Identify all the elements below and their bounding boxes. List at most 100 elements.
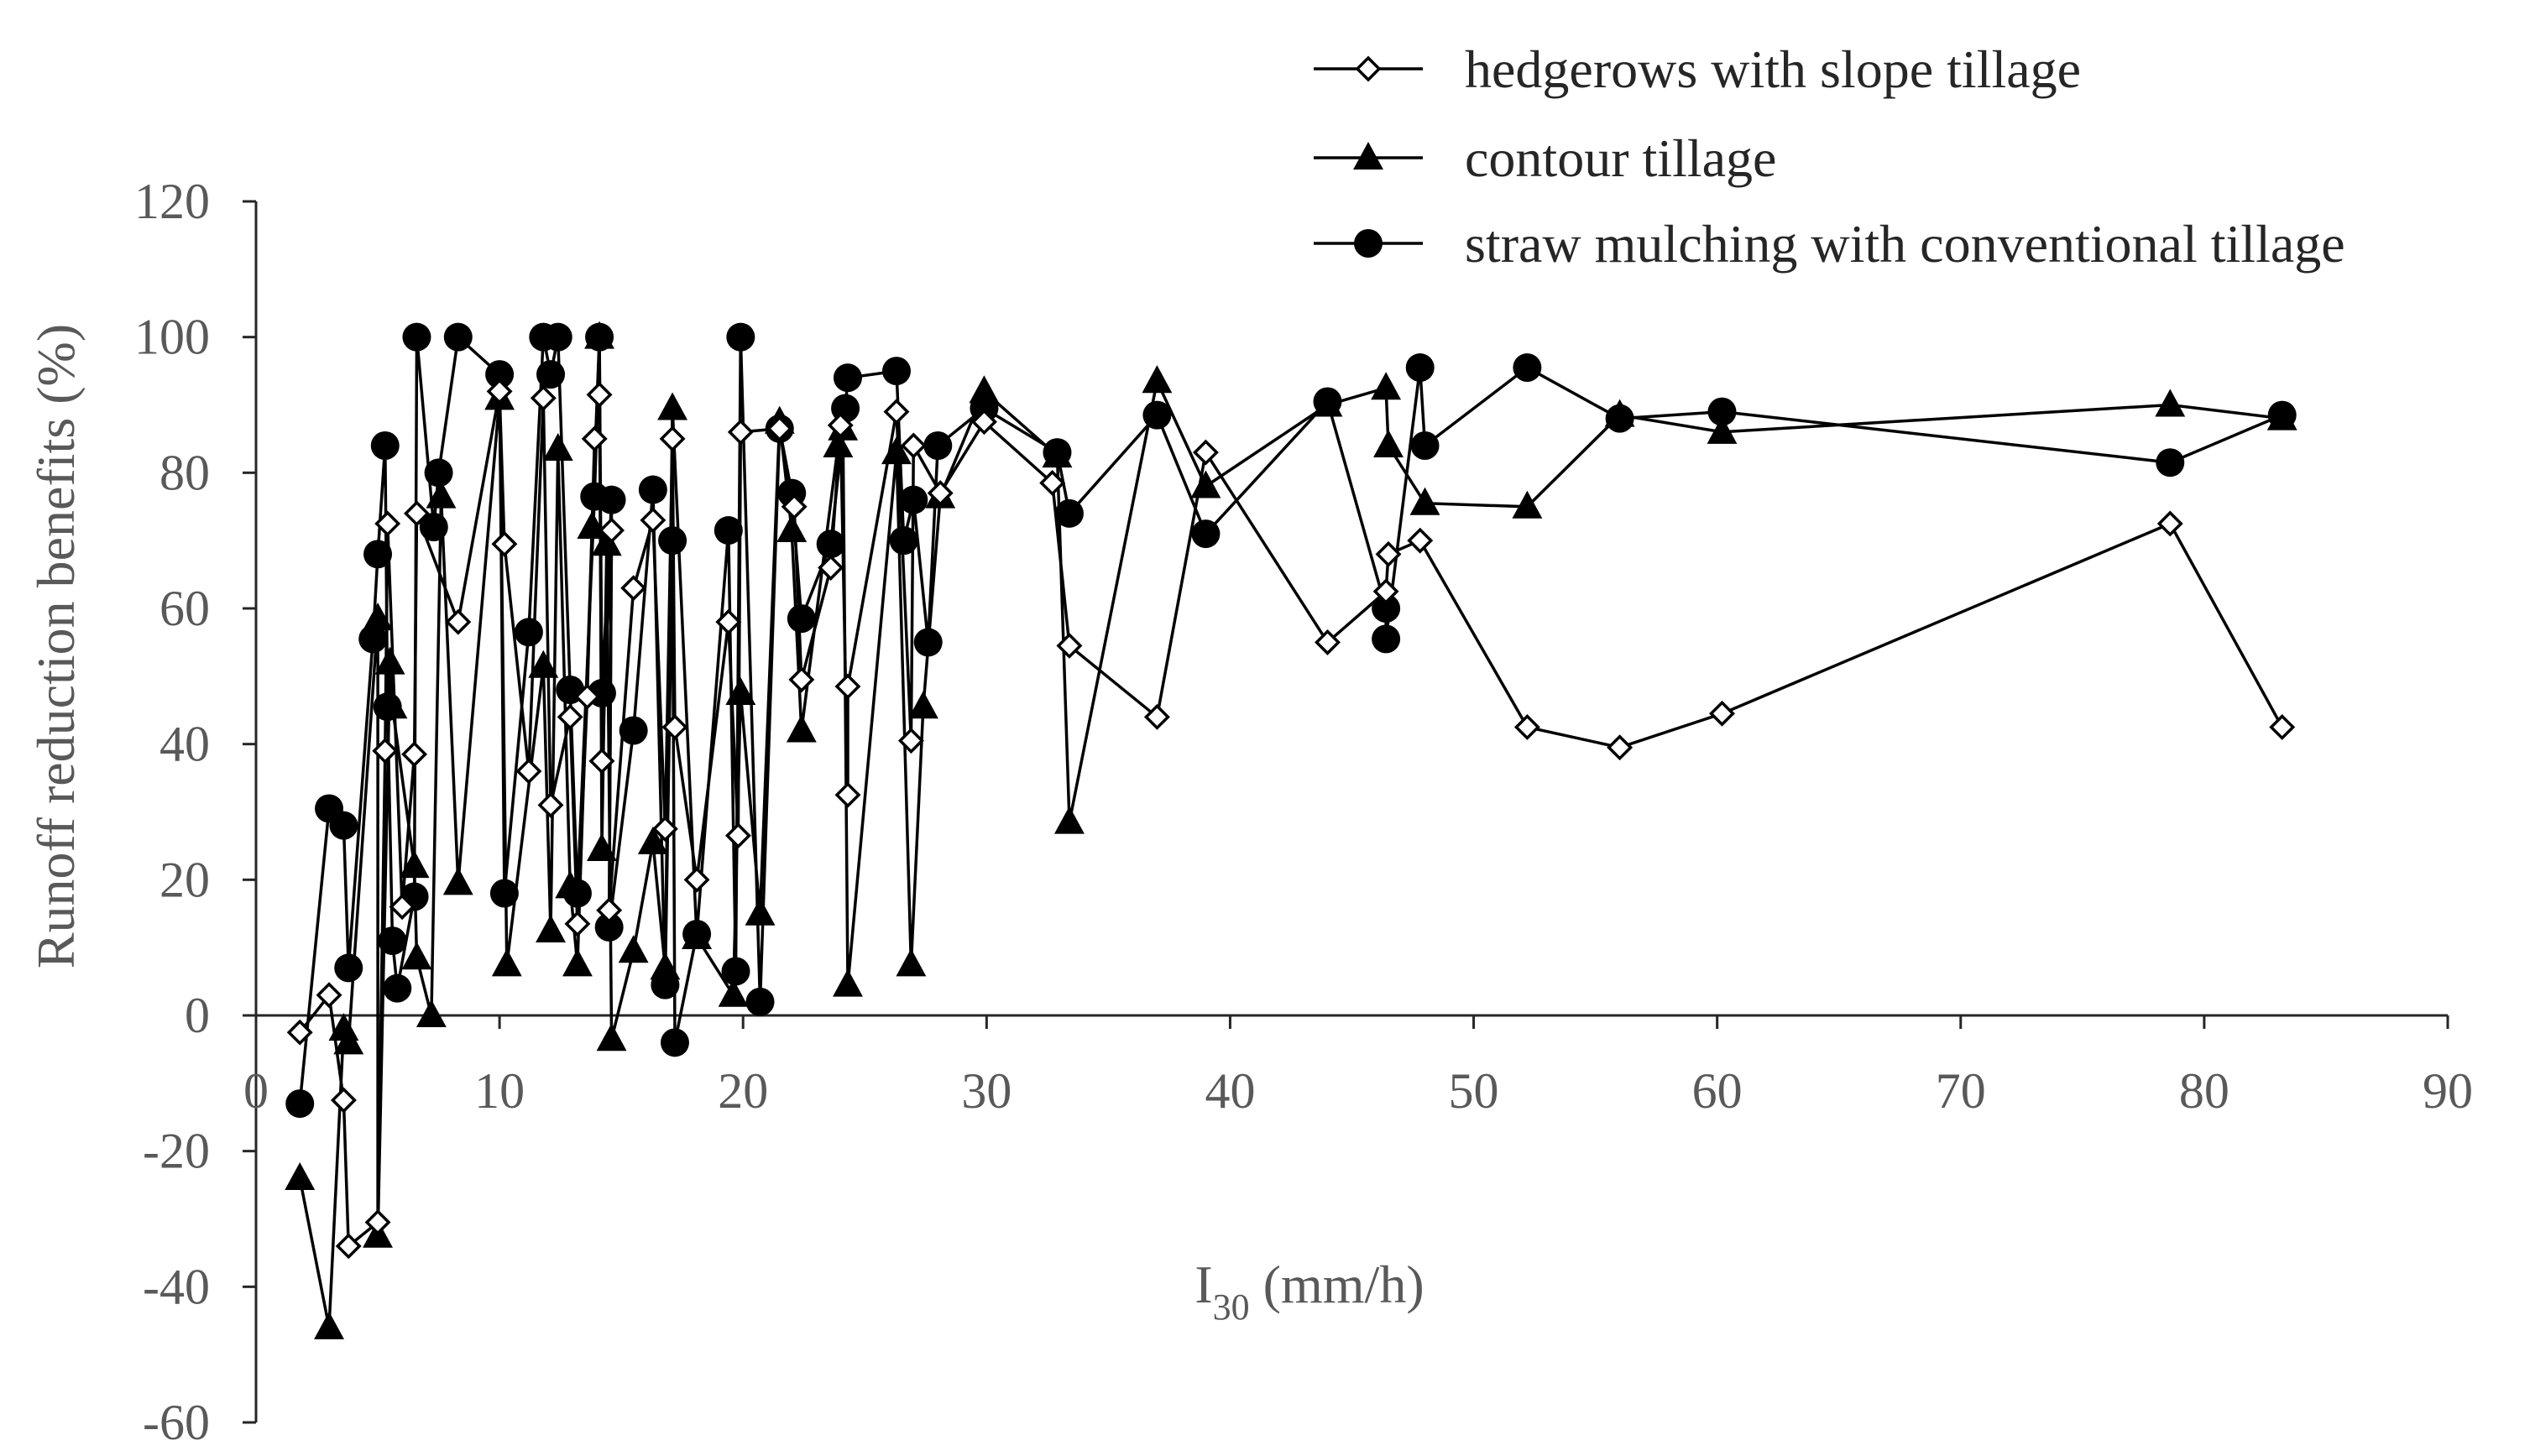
data-point bbox=[419, 513, 448, 541]
data-point bbox=[285, 1089, 315, 1119]
data-point bbox=[1707, 397, 1737, 426]
data-point bbox=[416, 999, 447, 1027]
data-point bbox=[2156, 448, 2185, 478]
series-line bbox=[298, 334, 2283, 1104]
data-point bbox=[1142, 365, 1173, 394]
x-tick-label: 10 bbox=[474, 1063, 525, 1119]
data-point bbox=[1513, 353, 1542, 383]
legend-entry-0: hedgerows with slope tillage bbox=[1314, 39, 2081, 99]
y-tick-label: -20 bbox=[143, 1124, 210, 1179]
data-point bbox=[424, 458, 453, 488]
y-tick-label: 40 bbox=[159, 717, 210, 772]
data-point bbox=[1605, 404, 1634, 433]
data-point bbox=[542, 432, 573, 462]
data-point bbox=[881, 357, 911, 386]
data-point bbox=[1039, 469, 1066, 496]
data-point bbox=[651, 970, 680, 999]
data-point bbox=[442, 867, 473, 895]
axes: -60 -40 -20 0 20 40 60 80 100 120 0 10 20 30 40 50 60 70 8… bbox=[134, 174, 2473, 1450]
data-point bbox=[745, 897, 776, 926]
data-point bbox=[314, 1311, 344, 1339]
data-point bbox=[401, 741, 428, 768]
data-point bbox=[1056, 632, 1083, 659]
y-tick-label: 20 bbox=[159, 852, 210, 907]
data-point bbox=[1373, 429, 1404, 457]
data-point bbox=[724, 822, 751, 849]
data-point bbox=[1313, 387, 1342, 416]
legend-label: hedgerows with slope tillage bbox=[1465, 39, 2081, 99]
data-point bbox=[389, 894, 416, 921]
data-point bbox=[725, 676, 756, 706]
data-point bbox=[1142, 400, 1172, 430]
data-point bbox=[1607, 734, 1634, 761]
x-axis-title-unit: (mm/h) bbox=[1250, 1255, 1424, 1314]
y-tick-label: 0 bbox=[185, 988, 210, 1043]
data-point bbox=[378, 926, 407, 956]
data-point bbox=[1191, 519, 1221, 549]
data-point bbox=[370, 431, 400, 460]
data-point bbox=[834, 673, 861, 700]
legend-entry-2: straw mulching with conventional tillage bbox=[1314, 214, 2345, 274]
data-point bbox=[491, 530, 518, 557]
data-point bbox=[562, 948, 593, 977]
data-point bbox=[787, 604, 816, 634]
data-point bbox=[445, 608, 472, 635]
data-point bbox=[1512, 490, 1543, 519]
data-point bbox=[638, 475, 667, 504]
data-point bbox=[485, 360, 515, 389]
legend-marker bbox=[1354, 229, 1383, 258]
data-point bbox=[651, 816, 678, 843]
data-point bbox=[528, 650, 559, 678]
series-2 bbox=[285, 322, 2297, 1119]
x-tick-label: 90 bbox=[2423, 1063, 2473, 1119]
data-point bbox=[721, 957, 750, 986]
data-point bbox=[1372, 594, 1401, 623]
legend-label: contour tillage bbox=[1465, 128, 1776, 188]
data-point bbox=[335, 1233, 362, 1260]
data-point bbox=[1708, 700, 1735, 727]
data-point bbox=[1054, 498, 1084, 528]
x-tick-label: 70 bbox=[1936, 1063, 1986, 1119]
data-point bbox=[745, 987, 775, 1016]
x-tick-label: 60 bbox=[1692, 1063, 1743, 1119]
data-point bbox=[1192, 439, 1219, 466]
data-point bbox=[619, 716, 648, 745]
data-point bbox=[620, 575, 647, 602]
data-point bbox=[897, 728, 924, 754]
data-point bbox=[900, 432, 927, 459]
data-point bbox=[776, 514, 808, 543]
y-tick-label: 60 bbox=[159, 581, 210, 636]
data-point bbox=[401, 942, 432, 970]
data-point bbox=[1143, 703, 1170, 730]
data-point bbox=[403, 500, 430, 527]
data-point bbox=[2156, 510, 2183, 537]
data-point bbox=[581, 425, 608, 452]
data-point bbox=[585, 322, 614, 352]
data-point bbox=[536, 914, 566, 942]
x-axis-title: I30 (mm/h) bbox=[1194, 1255, 1424, 1328]
data-point bbox=[334, 953, 363, 983]
legend: hedgerows with slope tillage contour till… bbox=[1314, 39, 2345, 274]
data-point bbox=[330, 1087, 357, 1114]
y-tick-label: -60 bbox=[143, 1395, 210, 1450]
data-point bbox=[1375, 540, 1402, 567]
data-point bbox=[889, 526, 918, 556]
data-point bbox=[714, 516, 743, 545]
data-point bbox=[726, 322, 755, 352]
data-point bbox=[833, 968, 863, 997]
data-point bbox=[816, 530, 845, 559]
legend-label: straw mulching with conventional tillage bbox=[1465, 214, 2345, 274]
data-point bbox=[1409, 487, 1440, 515]
data-point bbox=[1190, 470, 1221, 498]
data-point bbox=[682, 920, 712, 948]
data-point bbox=[818, 555, 844, 581]
data-point bbox=[907, 691, 938, 719]
data-point bbox=[766, 415, 793, 442]
data-point bbox=[383, 973, 412, 1003]
data-point bbox=[597, 485, 626, 514]
x-tick-label: 0 bbox=[243, 1063, 269, 1119]
data-point bbox=[1410, 431, 1440, 460]
data-point bbox=[1372, 578, 1399, 605]
data-point bbox=[402, 322, 431, 352]
data-point bbox=[489, 879, 519, 908]
